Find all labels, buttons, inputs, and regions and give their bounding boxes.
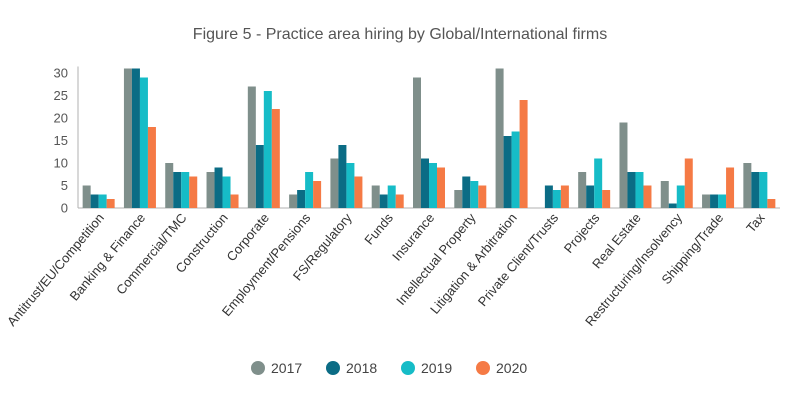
bar-2019 [759, 172, 768, 208]
bar-2020 [271, 109, 280, 208]
bar-2019 [305, 172, 314, 208]
bar-2019 [594, 158, 603, 208]
bar-2018 [503, 136, 512, 208]
bar-2017 [330, 158, 339, 208]
legend-marker-2020 [476, 361, 490, 375]
bar-2020 [478, 185, 487, 208]
bar-2020 [684, 158, 693, 208]
bar-2018 [297, 190, 306, 208]
bar-2019 [470, 181, 479, 208]
bar-2020 [354, 176, 363, 208]
bar-2020 [767, 199, 776, 208]
bar-2017 [495, 68, 504, 208]
bar-2017 [743, 163, 752, 208]
bar-2019 [676, 185, 685, 208]
x-tick-label: Intellectual Property [393, 210, 479, 308]
bar-2020 [106, 199, 115, 208]
legend-marker-2019 [401, 361, 415, 375]
bar-2018 [544, 185, 553, 208]
bar-2020 [437, 167, 445, 208]
bar-2019 [511, 131, 520, 208]
bar-2020 [313, 181, 322, 208]
bar-2017 [82, 185, 91, 208]
bar-2020 [395, 194, 404, 208]
legend-label-2019: 2019 [421, 360, 452, 376]
bar-2017 [413, 77, 421, 208]
bar-2019 [139, 77, 148, 208]
bar-2017 [578, 172, 587, 208]
legend-marker-2018 [326, 361, 340, 375]
y-tick-label: 30 [54, 66, 68, 81]
bar-2019 [181, 172, 190, 208]
bar-2020 [519, 100, 528, 208]
x-tick-label: Banking & Finance [67, 210, 149, 303]
bar-2017 [660, 181, 669, 208]
bar-2018 [586, 185, 595, 208]
bar-2017 [206, 172, 215, 208]
x-tick-label: Funds [361, 210, 396, 248]
bar-2018 [255, 145, 264, 208]
x-tick-label: Projects [561, 210, 603, 256]
legend-label-2018: 2018 [346, 360, 377, 376]
bar-2018 [751, 172, 760, 208]
bar-2019 [718, 194, 727, 208]
bar-2019 [635, 172, 644, 208]
bar-2019 [387, 185, 396, 208]
y-tick-label: 25 [54, 88, 68, 103]
bar-2018 [379, 194, 388, 208]
y-tick-label: 20 [54, 111, 68, 126]
y-tick-label: 0 [61, 201, 68, 216]
x-tick-label: Tax [743, 210, 768, 236]
bar-2017 [371, 185, 380, 208]
bar-2018 [627, 172, 636, 208]
bar-2019 [552, 190, 561, 208]
bar-2019 [263, 91, 272, 208]
chart-title: Figure 5 - Practice area hiring by Globa… [192, 26, 608, 43]
bar-2020 [602, 190, 611, 208]
bar-2018 [462, 176, 471, 208]
bar-2020 [189, 176, 198, 208]
bar-2020 [560, 185, 569, 208]
y-tick-label: 10 [54, 156, 68, 171]
legend-marker-2017 [251, 361, 265, 375]
bar-2017 [289, 194, 298, 208]
y-tick-label: 5 [61, 178, 68, 193]
bar-2018 [173, 172, 182, 208]
bar-2017 [454, 190, 463, 208]
bar-2018 [214, 167, 223, 208]
bar-2018 [90, 194, 99, 208]
bar-2019 [98, 194, 107, 208]
bar-2017 [165, 163, 174, 208]
bar-2019 [222, 176, 231, 208]
legend-label-2017: 2017 [271, 360, 302, 376]
bar-2018 [668, 203, 677, 208]
bar-2018 [710, 194, 719, 208]
bar-2020 [147, 127, 156, 208]
x-tick-label: Private Client/Trusts [475, 210, 562, 309]
bar-2018 [421, 158, 429, 208]
bar-2020 [726, 167, 735, 208]
bar-2017 [702, 194, 711, 208]
bar-2018 [131, 68, 140, 208]
legend-label-2020: 2020 [496, 360, 527, 376]
bar-2020 [643, 185, 652, 208]
bar-2020 [230, 194, 239, 208]
bar-2018 [338, 145, 347, 208]
bar-2017 [247, 86, 256, 208]
bar-2017 [619, 122, 628, 208]
y-tick-label: 15 [54, 133, 68, 148]
bar-2017 [123, 68, 132, 208]
bar-2019 [346, 163, 355, 208]
bar-2019 [429, 163, 437, 208]
